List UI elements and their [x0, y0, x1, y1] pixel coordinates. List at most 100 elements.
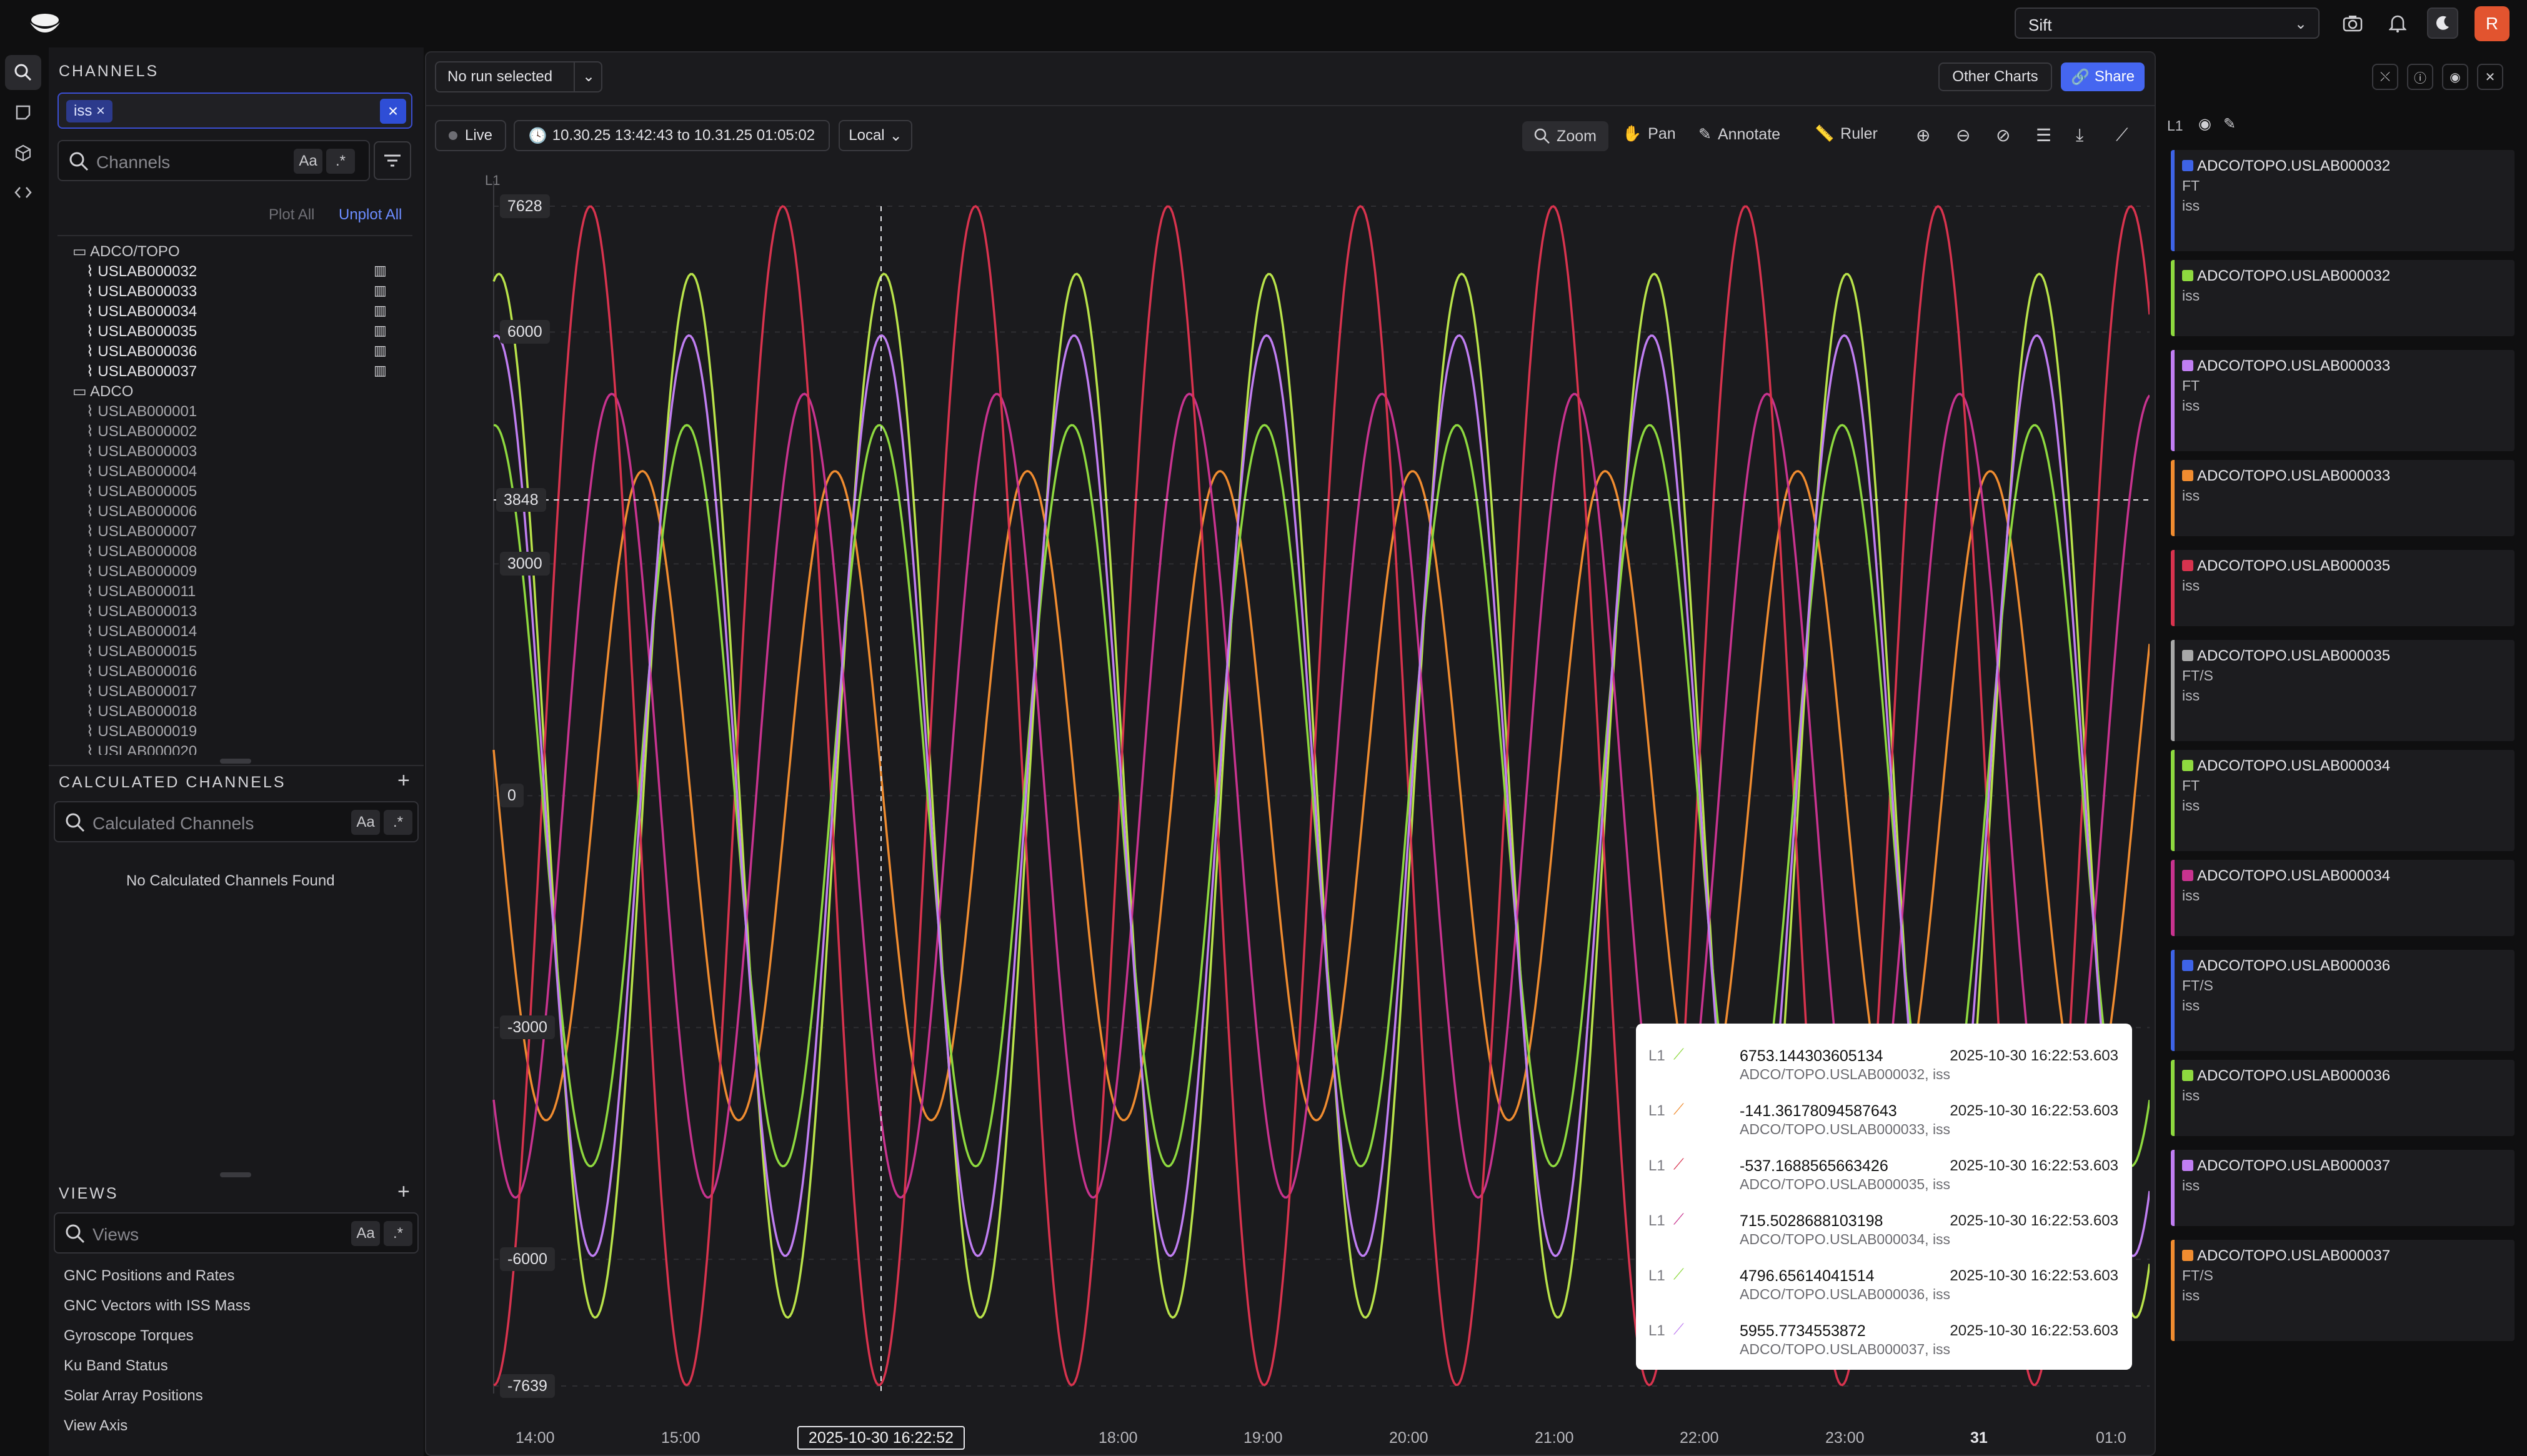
channel-item[interactable]: ⌇ USLAB000035 ▥	[86, 322, 417, 341]
live-toggle[interactable]: Live	[435, 120, 506, 151]
filter-chip-iss[interactable]: iss ×	[66, 100, 113, 122]
bell-icon[interactable]	[2382, 7, 2413, 39]
channel-item[interactable]: ⌇ USLAB000017	[86, 682, 417, 701]
legend-card[interactable]: ADCO/TOPO.USLAB000037 iss	[2171, 1150, 2515, 1226]
tree-folder[interactable]: ▭ ADCO	[72, 382, 133, 401]
legend-card[interactable]: ADCO/TOPO.USLAB000037 FT/S iss	[2171, 1240, 2515, 1341]
channel-item[interactable]: ⌇ USLAB000011	[86, 582, 417, 601]
cube-icon[interactable]	[5, 135, 41, 170]
plotted-chart-icon[interactable]: ▥	[374, 262, 387, 278]
close-icon[interactable]: ✕	[2477, 64, 2503, 90]
legend-card[interactable]: ADCO/TOPO.USLAB000032 iss	[2171, 260, 2515, 336]
series-line-1[interactable]	[492, 272, 2150, 1319]
views-search-input[interactable]: Views Aa .*	[54, 1212, 419, 1254]
regex-toggle[interactable]: .*	[384, 810, 412, 835]
eye-icon[interactable]: ◉	[2442, 64, 2468, 90]
channel-item[interactable]: ⌇ USLAB000014	[86, 622, 417, 641]
tree-folder[interactable]: ▭ ADCO/TOPO	[72, 242, 180, 261]
hide-cursor-icon[interactable]: ⊘	[1996, 126, 2011, 145]
legend-card[interactable]: ADCO/TOPO.USLAB000033 iss	[2171, 460, 2515, 536]
chip-remove-icon[interactable]: ×	[96, 102, 106, 119]
channel-item[interactable]: ⌇ USLAB000019	[86, 722, 417, 740]
timezone-select[interactable]: Local ⌄	[839, 120, 912, 151]
view-item[interactable]: GNC Vectors with ISS Mass	[64, 1297, 251, 1314]
channel-item[interactable]: ⌇ USLAB000006	[86, 502, 417, 521]
add-view-button[interactable]: +	[397, 1180, 410, 1204]
trend-icon[interactable]: ⟋	[2116, 125, 2128, 144]
add-calculated-channel-button[interactable]: +	[397, 769, 410, 792]
download-icon[interactable]: ⤓	[2076, 125, 2084, 144]
channel-item[interactable]: ⌇ USLAB000018	[86, 702, 417, 721]
match-case-toggle[interactable]: Aa	[294, 149, 322, 174]
filter-icon[interactable]	[374, 141, 411, 180]
legend-card[interactable]: ADCO/TOPO.USLAB000035 iss	[2171, 550, 2515, 626]
notes-icon[interactable]	[5, 95, 41, 130]
workspace-select[interactable]: Sift ⌄	[2015, 7, 2320, 39]
legend-card[interactable]: ADCO/TOPO.USLAB000036 iss	[2171, 1060, 2515, 1136]
match-case-toggle[interactable]: Aa	[351, 810, 380, 835]
zoom-out-icon[interactable]: ⊖	[1956, 126, 1971, 145]
regex-toggle[interactable]: .*	[326, 149, 355, 174]
channel-item[interactable]: ⌇ USLAB000001	[86, 402, 417, 421]
sift-logo-icon[interactable]	[26, 7, 64, 40]
legend-card[interactable]: ADCO/TOPO.USLAB000033 FT iss	[2171, 350, 2515, 451]
channel-item[interactable]: ⌇ USLAB000005	[86, 482, 417, 501]
channel-item[interactable]: ⌇ USLAB000002	[86, 422, 417, 441]
channel-item[interactable]: ⌇ USLAB000004	[86, 462, 417, 481]
plotted-chart-icon[interactable]: ▥	[374, 362, 387, 378]
legend-card[interactable]: ADCO/TOPO.USLAB000036 FT/S iss	[2171, 950, 2515, 1051]
collapse-icon[interactable]: ⤬	[2372, 64, 2398, 90]
channels-search-input[interactable]: Channels Aa .*	[57, 140, 370, 181]
camera-icon[interactable]	[2337, 7, 2368, 39]
channel-item[interactable]: ⌇ USLAB000016	[86, 662, 417, 681]
view-item[interactable]: Gyroscope Torques	[64, 1327, 194, 1344]
plotted-chart-icon[interactable]: ▥	[374, 342, 387, 358]
unplot-all-button[interactable]: Unplot All	[339, 206, 402, 223]
plotted-chart-icon[interactable]: ▥	[374, 322, 387, 338]
info-icon[interactable]: ⓘ	[2407, 64, 2433, 90]
channel-item[interactable]: ⌇ USLAB000032 ▥	[86, 262, 417, 281]
channel-item[interactable]: ⌇ USLAB000034 ▥	[86, 302, 417, 321]
channel-item[interactable]: ⌇ USLAB000037 ▥	[86, 362, 417, 381]
channel-item[interactable]: ⌇ USLAB000013	[86, 602, 417, 621]
code-icon[interactable]	[5, 175, 41, 210]
list-icon[interactable]: ☰	[2036, 126, 2052, 145]
share-button[interactable]: 🔗 Share	[2061, 62, 2145, 91]
regex-toggle[interactable]: .*	[384, 1221, 412, 1246]
channel-item[interactable]: ⌇ USLAB000020	[86, 742, 417, 755]
eye-icon[interactable]: ◉	[2198, 116, 2211, 132]
theme-toggle-moon-icon[interactable]	[2427, 7, 2458, 39]
ruler-tool-button[interactable]: 📏 Ruler	[1815, 125, 1878, 143]
search-icon[interactable]	[5, 55, 41, 90]
channel-item[interactable]: ⌇ USLAB000036 ▥	[86, 342, 417, 361]
legend-card[interactable]: ADCO/TOPO.USLAB000034 iss	[2171, 860, 2515, 936]
clear-filters-button[interactable]: ×	[380, 99, 406, 124]
legend-card[interactable]: ADCO/TOPO.USLAB000035 FT/S iss	[2171, 640, 2515, 741]
view-item[interactable]: Solar Array Positions	[64, 1387, 203, 1404]
match-case-toggle[interactable]: Aa	[351, 1221, 380, 1246]
edit-icon[interactable]: ✎	[2223, 116, 2236, 132]
legend-card[interactable]: ADCO/TOPO.USLAB000034 FT iss	[2171, 750, 2515, 851]
zoom-tool-button[interactable]: Zoom	[1522, 121, 1608, 151]
view-item[interactable]: Ku Band Status	[64, 1357, 168, 1374]
series-line-6[interactable]	[492, 334, 2150, 1257]
annotate-tool-button[interactable]: ✎ Annotate	[1698, 125, 1780, 144]
user-avatar[interactable]: R	[2475, 6, 2510, 41]
plotted-chart-icon[interactable]: ▥	[374, 282, 387, 298]
resize-handle[interactable]	[220, 759, 251, 764]
channel-item[interactable]: ⌇ USLAB000007	[86, 522, 417, 541]
plot-all-button[interactable]: Plot All	[269, 206, 315, 223]
plotted-chart-icon[interactable]: ▥	[374, 302, 387, 318]
time-range-picker[interactable]: 🕓 10.30.25 13:42:43 to 10.31.25 01:05:02	[514, 120, 830, 151]
channel-item[interactable]: ⌇ USLAB000009	[86, 562, 417, 581]
zoom-in-icon[interactable]: ⊕	[1916, 126, 1931, 145]
channel-item[interactable]: ⌇ USLAB000033 ▥	[86, 282, 417, 301]
calculated-channels-search-input[interactable]: Calculated Channels Aa .*	[54, 801, 419, 842]
pan-tool-button[interactable]: ✋ Pan	[1622, 125, 1676, 143]
channel-filter-box[interactable]: iss × ×	[57, 92, 412, 129]
other-charts-button[interactable]: Other Charts	[1938, 62, 2052, 91]
run-select[interactable]: No run selected ⌄	[435, 61, 602, 92]
view-item[interactable]: View Axis	[64, 1417, 128, 1434]
legend-card[interactable]: ADCO/TOPO.USLAB000032 FT iss	[2171, 150, 2515, 251]
channel-item[interactable]: ⌇ USLAB000003	[86, 442, 417, 461]
